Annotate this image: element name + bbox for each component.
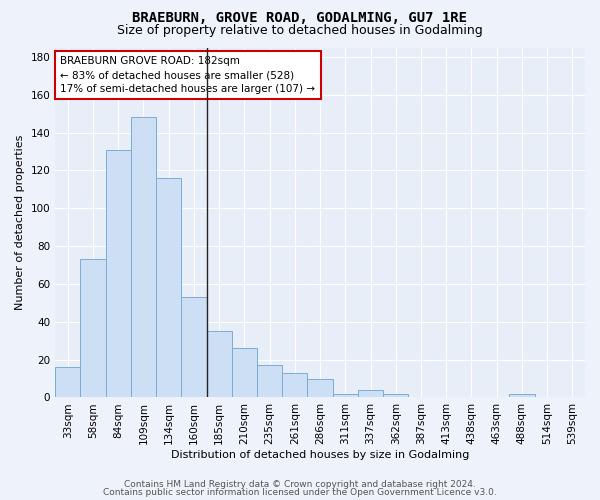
Bar [55,367,80,398]
Bar [257,366,282,398]
Bar [358,390,383,398]
Bar [181,297,206,398]
Y-axis label: Number of detached properties: Number of detached properties [15,135,25,310]
Bar [131,118,156,398]
Bar [383,394,409,398]
Bar [156,178,181,398]
Bar [509,394,535,398]
Text: Contains public sector information licensed under the Open Government Licence v3: Contains public sector information licen… [103,488,497,497]
Text: BRAEBURN, GROVE ROAD, GODALMING, GU7 1RE: BRAEBURN, GROVE ROAD, GODALMING, GU7 1RE [133,11,467,25]
Bar [106,150,131,398]
X-axis label: Distribution of detached houses by size in Godalming: Distribution of detached houses by size … [171,450,469,460]
Bar [332,394,358,398]
Text: Size of property relative to detached houses in Godalming: Size of property relative to detached ho… [117,24,483,37]
Text: Contains HM Land Registry data © Crown copyright and database right 2024.: Contains HM Land Registry data © Crown c… [124,480,476,489]
Bar [206,331,232,398]
Text: BRAEBURN GROVE ROAD: 182sqm
← 83% of detached houses are smaller (528)
17% of se: BRAEBURN GROVE ROAD: 182sqm ← 83% of det… [61,56,316,94]
Bar [282,373,307,398]
Bar [232,348,257,398]
Bar [80,260,106,398]
Bar [307,378,332,398]
